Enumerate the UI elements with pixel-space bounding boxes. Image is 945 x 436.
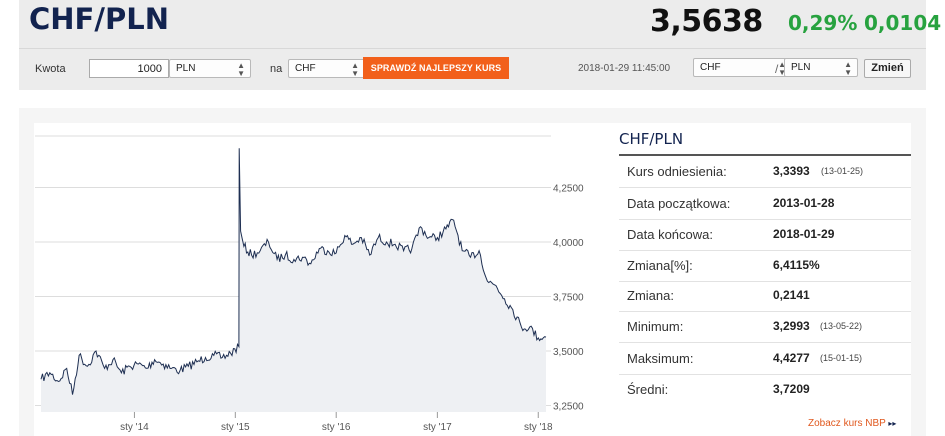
stats-value: 3,2993 — [773, 319, 810, 333]
x-tick-label: sty '16 — [322, 422, 351, 433]
stats-row-minimum: Minimum: 3,2993 (13-05-22) — [619, 311, 911, 343]
double-chevron-right-icon: ▸▸ — [888, 419, 897, 428]
stats-row-change: Zmiana: 0,2141 — [619, 280, 911, 312]
stats-row-change-pct: Zmiana[%]: 6,4115% — [619, 250, 911, 282]
stats-value: 4,4277 — [773, 351, 810, 365]
from-currency-value: PLN — [176, 63, 196, 74]
rate-line — [40, 148, 547, 395]
stats-label: Maksimum: — [627, 351, 694, 366]
updown-icon: ▲ ▼ — [351, 61, 359, 78]
stats-value: 2013-01-28 — [773, 196, 835, 210]
stats-label: Zmiana[%]: — [627, 258, 693, 273]
pair-base-value: CHF — [700, 62, 721, 73]
best-rate-button[interactable]: SPRAWDŹ NAJLEPSZY KURS — [363, 57, 509, 79]
pair-title: CHF/PLN — [29, 2, 169, 36]
stats-value: 3,3393 — [773, 164, 810, 178]
stats-label: Średni: — [627, 382, 669, 397]
y-tick-label: 3,2500 — [553, 402, 584, 413]
x-axis: sty '14 sty '15 sty '16 sty '17 sty '18 — [120, 412, 553, 433]
y-tick-label: 3,7500 — [553, 293, 584, 304]
stats-date: (13-05-22) — [820, 321, 863, 331]
rate-area — [41, 148, 546, 413]
from-currency-select[interactable]: PLN ▲ ▼ — [169, 59, 251, 78]
x-tick-label: sty '14 — [120, 422, 149, 433]
x-tick-label: sty '17 — [423, 422, 452, 433]
stats-value: 3,7209 — [773, 382, 810, 396]
stats-label: Minimum: — [627, 319, 684, 334]
stats-label: Zmiana: — [627, 288, 674, 303]
updown-icon: ▲ ▼ — [844, 60, 852, 77]
header-divider — [19, 48, 926, 49]
pair-base-select[interactable]: CHF ▲ ▼ — [693, 58, 792, 77]
amount-input[interactable]: 1000 — [89, 59, 169, 78]
updown-icon: ▲ ▼ — [778, 60, 786, 77]
stats-value: 2018-01-29 — [773, 227, 835, 241]
stats-label: Data końcowa: — [627, 227, 713, 242]
stats-row-reference: Kurs odniesienia: 3,3393 (13-01-25) — [619, 156, 911, 188]
current-price: 3,5638 — [650, 4, 763, 39]
stats-value: 0,2141 — [773, 288, 810, 302]
change-pair-button[interactable]: Zmień — [864, 59, 911, 78]
y-tick-label: 3,5000 — [553, 347, 584, 358]
info-title: CHF/PLN — [619, 130, 684, 148]
nbp-link-label: Zobacz kurs NBP — [808, 418, 886, 429]
to-label: na — [270, 63, 283, 75]
updown-icon: ▲ ▼ — [237, 61, 245, 78]
stats-row-start-date: Data początkowa: 2013-01-28 — [619, 188, 911, 220]
nbp-rate-link[interactable]: Zobacz kurs NBP ▸▸ — [808, 418, 896, 429]
x-tick-label: sty '15 — [221, 422, 250, 433]
change-absolute: 0,0104 — [864, 11, 942, 35]
to-currency-select[interactable]: CHF ▲ ▼ — [288, 59, 365, 78]
change-percent: 0,29% — [788, 11, 858, 35]
amount-label: Kwota — [35, 63, 66, 75]
timestamp: 2018-01-29 11:45:00 — [578, 63, 671, 74]
y-tick-label: 4,0000 — [553, 238, 584, 249]
stats-row-maximum: Maksimum: 4,4277 (15-01-15) — [619, 343, 911, 375]
stats-label: Kurs odniesienia: — [627, 164, 727, 179]
pair-quote-value: PLN — [791, 62, 811, 73]
stats-label: Data początkowa: — [627, 196, 731, 211]
y-axis: 3,2500 3,5000 3,7500 4,0000 4,2500 — [553, 184, 584, 413]
stats-row-average: Średni: 3,7209 — [619, 374, 911, 406]
y-tick-label: 4,2500 — [553, 184, 584, 195]
stats-date: (15-01-15) — [820, 353, 863, 363]
pair-quote-select[interactable]: PLN ▲ ▼ — [784, 58, 858, 77]
to-currency-value: CHF — [295, 63, 316, 74]
stats-row-end-date: Data końcowa: 2018-01-29 — [619, 219, 911, 251]
info-divider — [619, 154, 911, 156]
pair-slash: / — [775, 62, 779, 76]
x-tick-label: sty '18 — [524, 422, 553, 433]
stats-value: 6,4115% — [773, 258, 820, 272]
quote-header: CHF/PLN 3,5638 0,29% 0,0104 Kwota 1000 P… — [19, 0, 941, 90]
stats-date: (13-01-25) — [821, 166, 864, 176]
